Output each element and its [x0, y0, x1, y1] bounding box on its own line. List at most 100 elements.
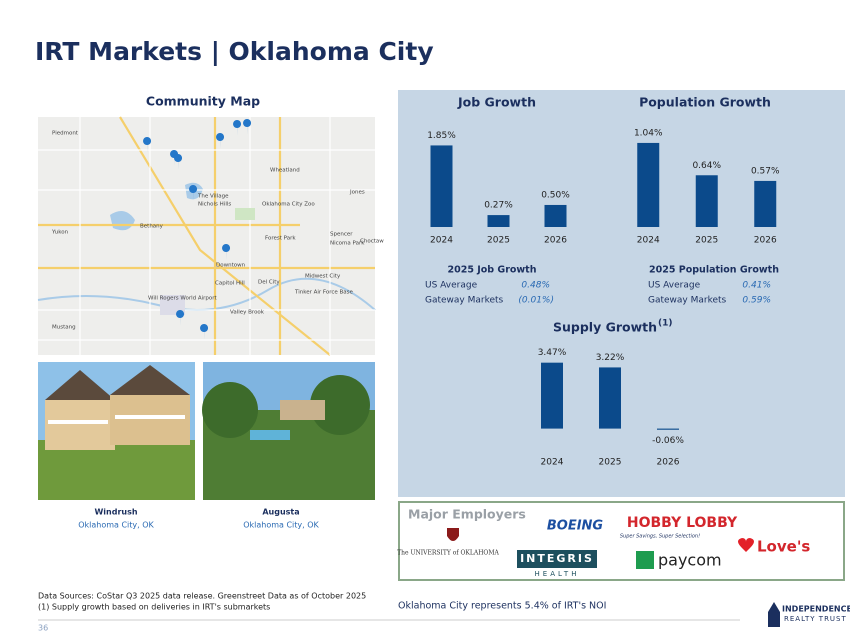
- footnote: Data Sources: CoStar Q3 2025 data releas…: [38, 592, 366, 601]
- slide-title: IRT Markets | Oklahoma City: [35, 37, 434, 66]
- photo-windrush: [38, 362, 195, 500]
- map-label: Downtown: [216, 263, 246, 269]
- x-tick-label: 2026: [657, 458, 680, 468]
- property-name: Augusta: [262, 508, 299, 517]
- x-tick-label: 2026: [754, 236, 777, 246]
- bar: [637, 142, 660, 227]
- map-label: Nichols Hills: [198, 202, 231, 208]
- map-label: Valley Brook: [230, 310, 265, 316]
- data-label: 3.47%: [538, 348, 567, 358]
- x-tick-label: 2024: [430, 236, 453, 246]
- data-label: 3.22%: [596, 353, 625, 363]
- title-footnote: (1): [658, 319, 673, 329]
- page-number: 36: [38, 624, 48, 633]
- ou-logo: [447, 528, 459, 541]
- stats-label: Gateway Markets: [648, 296, 727, 306]
- map: Piedmont Yukon Mustang Bethany Jones Spencer C…: [37, 116, 384, 356]
- park: [235, 208, 255, 220]
- property-location: Oklahoma City, OK: [78, 521, 154, 530]
- x-tick-label: 2025: [599, 458, 622, 468]
- data-label: 1.04%: [634, 128, 663, 138]
- x-tick-label: 2024: [637, 236, 660, 246]
- stats-heading: 2025 Job Growth: [447, 265, 536, 276]
- photo-augusta: [202, 362, 375, 500]
- stats-label: Gateway Markets: [425, 296, 504, 306]
- brand-name: REALTY TRUST: [784, 615, 847, 623]
- charts-panel: [398, 90, 845, 497]
- property-name: Windrush: [94, 508, 137, 517]
- employer-logo: paycom: [658, 551, 722, 570]
- map-label: Midwest City: [305, 274, 341, 280]
- data-label: 0.64%: [692, 161, 721, 171]
- stats-heading: 2025 Population Growth: [649, 265, 779, 276]
- stats-value: (0.01%): [518, 296, 554, 306]
- map-label: Spencer: [330, 232, 353, 238]
- bar: [544, 204, 567, 227]
- employer-logo: INTEGRIS: [520, 552, 594, 565]
- map-label: Oklahoma City Zoo: [262, 202, 315, 208]
- highways: [38, 116, 375, 356]
- charts: Job Growth 1.85% 2024 0.27% 2025 0.50% 2026 Pop…: [427, 95, 780, 468]
- x-tick-label: 2024: [541, 458, 564, 468]
- chart-title: Supply Growth: [553, 320, 657, 335]
- pins: [143, 119, 252, 340]
- footnote: (1) Supply growth based on deliveries in…: [38, 603, 270, 612]
- map-label: The Village: [197, 194, 229, 200]
- map-label: Wheatland: [270, 168, 300, 174]
- bar: [487, 215, 510, 227]
- map-label: Yukon: [51, 230, 69, 236]
- map-label: Del City: [258, 280, 280, 286]
- employers-box: [398, 501, 845, 581]
- map-heading: Community Map: [146, 94, 260, 109]
- employers-heading: Major Employers: [408, 507, 526, 522]
- bar: [541, 362, 563, 429]
- bar: [695, 175, 718, 227]
- employer-logo: HEALTH: [535, 570, 580, 578]
- integris-bg: [517, 550, 597, 568]
- stats-label: US Average: [425, 281, 478, 291]
- bar: [599, 367, 621, 429]
- map-label: Tinker Air Force Base: [294, 290, 354, 296]
- stats-value: 0.59%: [742, 296, 771, 306]
- data-label: 0.27%: [484, 201, 513, 211]
- stats-value: 0.41%: [742, 281, 771, 291]
- chart-title: Job Growth: [457, 95, 536, 110]
- x-tick-label: 2026: [544, 236, 567, 246]
- stats-label: US Average: [648, 281, 701, 291]
- data-label: 1.85%: [427, 131, 456, 141]
- map-label: Bethany: [140, 224, 164, 230]
- employer-logo: BOEING: [547, 519, 604, 534]
- x-tick-label: 2025: [487, 236, 510, 246]
- stats-value: 0.48%: [521, 281, 550, 291]
- map-label: Forest Park: [265, 236, 296, 242]
- chart-title: Population Growth: [639, 95, 771, 110]
- bar: [430, 145, 453, 227]
- paycom-icon: [636, 551, 654, 569]
- noi-note: Oklahoma City represents 5.4% of IRT's N…: [398, 601, 606, 612]
- brand-name: INDEPENDENCE: [782, 605, 850, 614]
- map-label: Nicoma Park: [330, 241, 365, 247]
- bar: [754, 180, 777, 227]
- map-bg: [38, 117, 375, 355]
- loves-heart: [738, 538, 754, 552]
- bar: [657, 428, 679, 430]
- data-label: 0.50%: [541, 190, 570, 200]
- data-label: -0.06%: [652, 436, 684, 446]
- roads: [38, 117, 375, 355]
- map-label: Piedmont: [52, 131, 79, 137]
- employer-logo: Love's: [757, 538, 810, 556]
- airport: [160, 295, 185, 315]
- map-label: Mustang: [52, 325, 76, 331]
- map-label: Jones: [349, 190, 365, 196]
- employer-logo: Super Savings, Super Selection!: [620, 534, 700, 540]
- property-location: Oklahoma City, OK: [243, 521, 319, 530]
- data-label: 0.57%: [751, 166, 780, 176]
- map-label: Will Rogers World Airport: [148, 296, 218, 302]
- brand-icon: [768, 602, 780, 627]
- map-label: Capitol Hill: [215, 281, 245, 287]
- employer-logo: HOBBY LOBBY: [627, 515, 738, 531]
- x-tick-label: 2025: [695, 236, 718, 246]
- employer-logo: The UNIVERSITY of OKLAHOMA: [397, 550, 499, 557]
- map-label: Choctaw: [360, 239, 384, 245]
